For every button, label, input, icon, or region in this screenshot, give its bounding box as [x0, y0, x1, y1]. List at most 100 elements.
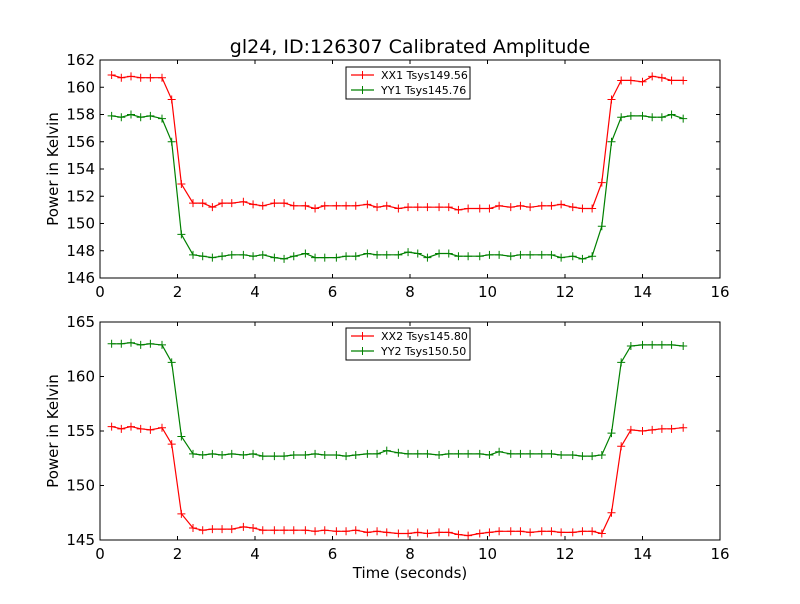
data-point [578, 204, 587, 213]
data-point [495, 527, 504, 536]
data-point [557, 253, 566, 262]
y-tick-label: 158 [66, 106, 95, 124]
data-point [454, 252, 463, 261]
data-point [648, 340, 657, 349]
data-point [657, 424, 666, 433]
x-tick-label: 16 [710, 283, 729, 301]
data-point [158, 73, 166, 82]
x-tick-label: 0 [95, 545, 105, 563]
legend-marker [358, 332, 367, 340]
x-tick-label: 14 [633, 545, 652, 563]
data-point [258, 452, 267, 461]
data-point [607, 508, 616, 517]
data-point [239, 197, 248, 206]
legend-box [345, 327, 471, 361]
y-tick-label: 160 [66, 368, 95, 386]
data-point [657, 113, 666, 122]
data-point [167, 440, 176, 449]
data-point [332, 527, 341, 536]
y-axis-label: Power in Kelvin [44, 374, 62, 488]
data-point [657, 340, 666, 349]
data-point [258, 526, 267, 535]
x-tick-label: 10 [478, 545, 497, 563]
data-point [198, 252, 207, 261]
data-point [413, 203, 422, 212]
data-point [127, 72, 135, 81]
data-point [435, 249, 444, 258]
data-point [158, 423, 166, 432]
data-point [464, 531, 473, 540]
data-point [107, 339, 116, 348]
legend-label: YY1 Tsys145.76 [380, 84, 466, 97]
data-point [189, 199, 197, 208]
data-point [146, 425, 155, 434]
data-point [227, 199, 236, 208]
data-point [136, 340, 145, 349]
data-point [351, 526, 360, 535]
data-point [475, 204, 484, 213]
data-point [617, 113, 626, 122]
x-axis-label: Time (seconds) [352, 564, 468, 582]
series-line-2-1 [111, 425, 684, 537]
data-point [626, 341, 635, 350]
data-point [311, 449, 320, 458]
data-point [537, 201, 546, 210]
data-point [280, 452, 289, 461]
data-point [218, 199, 227, 208]
y-tick-label: 150 [66, 477, 95, 495]
data-point [382, 446, 391, 455]
data-point [394, 529, 403, 538]
y-axis-label: Power in Kelvin [44, 112, 62, 226]
data-point [394, 250, 403, 259]
data-point [597, 178, 606, 187]
data-point [423, 203, 432, 212]
data-point [607, 429, 616, 438]
data-point [107, 70, 116, 79]
data-point [117, 424, 126, 433]
data-point [382, 201, 391, 210]
data-point [117, 339, 126, 348]
data-point [547, 250, 556, 259]
x-tick-label: 12 [555, 545, 574, 563]
data-point [454, 205, 463, 214]
data-point [404, 449, 413, 458]
data-point [404, 203, 413, 212]
x-tick-label: 2 [173, 545, 183, 563]
data-point [537, 527, 546, 536]
data-point [526, 250, 535, 259]
data-point [320, 450, 329, 459]
data-point [373, 449, 382, 458]
data-point [667, 340, 676, 349]
data-point [568, 450, 577, 459]
data-point [485, 528, 494, 537]
data-point [351, 252, 360, 261]
data-point [667, 110, 676, 119]
data-point [423, 253, 432, 262]
data-point [454, 449, 463, 458]
data-point [657, 73, 666, 82]
data-point [189, 250, 197, 259]
data-point [198, 450, 207, 459]
data-point [648, 72, 657, 81]
data-point [117, 113, 126, 122]
legend-marker [358, 86, 367, 94]
data-point [270, 526, 279, 535]
data-point [423, 449, 432, 458]
data-point [485, 450, 494, 459]
data-point [127, 338, 135, 347]
data-point [444, 528, 453, 537]
data-point [485, 250, 494, 259]
data-point [280, 199, 289, 208]
data-point [444, 449, 453, 458]
data-point [301, 249, 310, 258]
x-tick-label: 16 [710, 545, 729, 563]
chart-title: gl24, ID:126307 Calibrated Amplitude [230, 36, 590, 58]
data-point [413, 449, 422, 458]
data-point [177, 509, 186, 518]
x-tick-label: 0 [95, 283, 105, 301]
data-point [107, 111, 116, 120]
data-point [578, 254, 587, 263]
data-point [464, 252, 473, 261]
data-point [342, 527, 351, 536]
data-point [413, 528, 422, 537]
